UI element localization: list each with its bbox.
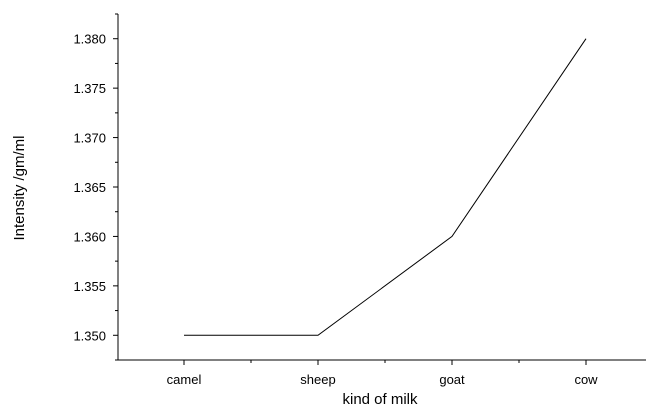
y-ticks: 1.350 1.355 1.360 1.365 1.370 1.375 1.380 bbox=[73, 13, 118, 361]
x-tick-label: camel bbox=[167, 372, 202, 387]
y-tick-label: 1.355 bbox=[73, 279, 106, 294]
y-tick-label: 1.360 bbox=[73, 229, 106, 244]
y-tick-label: 1.350 bbox=[73, 328, 106, 343]
y-tick-label: 1.375 bbox=[73, 81, 106, 96]
series-line bbox=[184, 38, 587, 336]
y-tick-label: 1.365 bbox=[73, 180, 106, 195]
y-tick-label: 1.380 bbox=[73, 32, 106, 47]
x-tick-label: cow bbox=[574, 372, 598, 387]
x-axis-title: kind of milk bbox=[342, 391, 418, 408]
x-tick-label: goat bbox=[439, 372, 465, 387]
y-axis-title: Intensity /gm/ml bbox=[11, 135, 28, 240]
x-ticks: camel sheep goat cow bbox=[167, 360, 598, 387]
x-tick-label: sheep bbox=[300, 372, 335, 387]
y-tick-label: 1.370 bbox=[73, 131, 106, 146]
